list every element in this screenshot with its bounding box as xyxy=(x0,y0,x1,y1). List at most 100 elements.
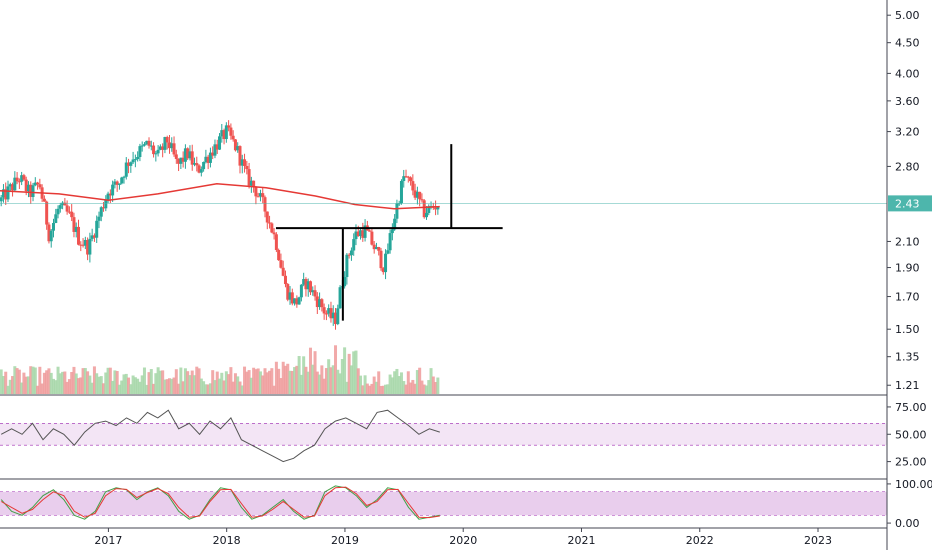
candle xyxy=(406,175,410,183)
volume-bar xyxy=(145,384,149,394)
volume-bar xyxy=(38,366,42,394)
candle xyxy=(111,180,115,202)
candle xyxy=(390,223,394,241)
volume-bar xyxy=(406,371,410,394)
candle-body xyxy=(122,176,126,178)
candle xyxy=(170,137,174,152)
candle-body xyxy=(274,234,278,250)
candle-body xyxy=(233,139,237,151)
candle-body xyxy=(188,151,192,159)
candle-body xyxy=(372,244,376,250)
candle-body xyxy=(361,230,365,238)
candle-body xyxy=(402,176,406,181)
rsi-tick-label: 50.00 xyxy=(895,428,927,441)
candle-body xyxy=(42,198,46,202)
volume-bar xyxy=(413,383,417,394)
volume-bar xyxy=(158,370,162,394)
volume-bar xyxy=(343,347,347,394)
candle-body xyxy=(15,177,19,182)
candle-body xyxy=(420,199,424,201)
candle xyxy=(379,247,383,271)
price-tick-label: 1.70 xyxy=(895,291,920,304)
candle-body xyxy=(56,208,60,215)
last-price-label: 2.43 xyxy=(895,197,920,210)
price-tick-label: 1.35 xyxy=(895,351,920,364)
volume-bar xyxy=(215,371,219,394)
candle-body xyxy=(306,281,310,290)
volume-bar xyxy=(26,376,30,394)
candle xyxy=(213,139,217,159)
volume-bar xyxy=(177,383,181,394)
candle-body xyxy=(170,143,174,149)
candle-body xyxy=(363,225,367,238)
candle xyxy=(411,174,415,196)
candle-body xyxy=(345,254,349,278)
volume-bar xyxy=(120,380,124,394)
candle xyxy=(283,270,287,288)
candle-body xyxy=(404,176,408,178)
candle xyxy=(86,237,90,261)
annotations[interactable] xyxy=(275,144,503,321)
volume-bar xyxy=(0,369,3,394)
candle-body xyxy=(281,267,285,276)
candle xyxy=(0,194,3,207)
candle xyxy=(154,150,158,162)
candle xyxy=(177,158,181,172)
candle xyxy=(95,215,99,244)
volume-bar xyxy=(197,368,201,394)
candle xyxy=(338,285,342,309)
volume-bar xyxy=(227,374,231,394)
candle-body xyxy=(311,290,315,293)
candle-body xyxy=(424,212,428,218)
price-tick-label: 1.90 xyxy=(895,262,920,275)
candle xyxy=(88,232,92,263)
candle-body xyxy=(315,296,319,308)
volume-bar xyxy=(386,384,390,394)
candle xyxy=(183,144,187,169)
candle xyxy=(117,183,121,190)
volume-bar xyxy=(204,384,208,394)
candle-body xyxy=(13,177,17,191)
candle xyxy=(99,206,103,222)
time-tick-label: 2018 xyxy=(213,534,241,547)
candle-body xyxy=(72,217,76,232)
volume-bar xyxy=(434,382,438,394)
candle xyxy=(281,260,285,277)
candle xyxy=(63,197,67,206)
candle xyxy=(427,204,431,216)
candle-body xyxy=(58,205,62,209)
candle-body xyxy=(229,127,233,136)
candle xyxy=(4,182,8,205)
candle-body xyxy=(97,216,101,221)
candle-body xyxy=(395,203,399,219)
candle-body xyxy=(384,253,388,273)
volume-bar xyxy=(36,385,40,394)
candle xyxy=(8,182,12,191)
volume-bar xyxy=(229,367,233,394)
candle xyxy=(142,142,146,147)
candle-body xyxy=(127,162,131,166)
candle-body xyxy=(174,154,178,159)
volume-bar xyxy=(206,384,210,394)
volume-bar xyxy=(411,379,415,394)
axes xyxy=(0,0,888,550)
candle xyxy=(181,151,185,168)
candle xyxy=(349,247,353,261)
candle-body xyxy=(183,148,187,162)
candle-body xyxy=(54,214,58,223)
volume-bar xyxy=(61,371,65,394)
stochastic-panel xyxy=(0,485,887,520)
candle xyxy=(277,248,281,261)
candle-body xyxy=(293,298,297,304)
candle-body xyxy=(436,207,440,210)
candle xyxy=(224,122,228,143)
moving-average xyxy=(0,182,887,210)
candle-body xyxy=(26,184,30,192)
volume-bar xyxy=(431,376,435,394)
candle xyxy=(167,134,171,154)
candle-body xyxy=(338,287,342,309)
volume-bar xyxy=(352,351,356,394)
candle xyxy=(83,236,87,250)
